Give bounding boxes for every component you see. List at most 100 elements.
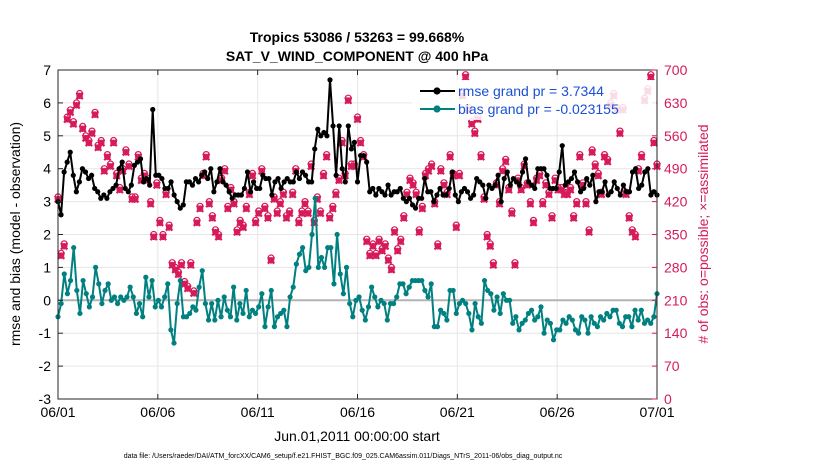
assimilated-obs-marker [375, 237, 384, 246]
bias-point [127, 284, 133, 290]
bias-point [507, 297, 513, 303]
rmse-point [605, 192, 611, 198]
rmse-point [107, 189, 113, 195]
assimilated-obs-marker [569, 214, 578, 223]
assimilated-obs-marker [575, 152, 584, 161]
rmse-point [137, 156, 144, 162]
rmse-point [590, 172, 596, 178]
left-y-tick-label: 6 [43, 95, 51, 111]
bias-point [296, 251, 303, 257]
bias-point [579, 314, 585, 320]
assimilated-obs-marker [196, 204, 205, 213]
bias-point [359, 307, 365, 313]
bias-point [441, 310, 447, 317]
rmse-point [293, 169, 299, 175]
assimilated-obs-marker [649, 138, 658, 147]
bias-point [246, 314, 252, 320]
assimilated-obs-marker [566, 185, 575, 194]
left-y-tick-label: -3 [39, 391, 52, 407]
bias-point [224, 307, 230, 313]
assimilated-obs-marker [381, 242, 390, 251]
bias-point [108, 297, 114, 303]
bias-point [566, 314, 572, 320]
rmse-point [89, 172, 95, 178]
assimilated-obs-marker [588, 148, 597, 157]
assimilated-obs-marker [409, 181, 418, 190]
assimilated-obs-marker [396, 237, 405, 246]
rmse-point [642, 169, 648, 175]
bias-point [481, 277, 488, 284]
bias-point [205, 317, 212, 323]
rmse-point [189, 182, 196, 188]
bias-point [165, 281, 171, 287]
rmse-point [477, 179, 483, 185]
bias-point [61, 271, 67, 277]
bias-point [403, 291, 409, 297]
rmse-point [64, 159, 70, 165]
assimilated-obs-marker [455, 171, 464, 180]
bias-point [572, 327, 579, 333]
rmse-point [290, 179, 296, 185]
rmse-point [150, 106, 156, 113]
assimilated-obs-marker [637, 152, 646, 161]
left-y-tick-label: 4 [43, 161, 51, 177]
bias-point [221, 294, 227, 300]
bias-point [459, 297, 466, 303]
assimilated-obs-marker [393, 246, 402, 255]
bias-point [290, 284, 296, 290]
assimilated-obs-marker [109, 138, 118, 147]
bias-point [227, 314, 234, 320]
chart-subtitle: SAT_V_WIND_COMPONENT @ 400 hPa [226, 48, 489, 64]
rmse-point [260, 172, 266, 178]
data-file-footer: data file: /Users/raeder/DAI/ATM_forcXX/… [124, 453, 563, 460]
bias-point [130, 294, 136, 300]
bias-point [557, 327, 563, 333]
rmse-point [639, 182, 645, 188]
assimilated-obs-marker [251, 218, 260, 227]
bias-point [183, 314, 190, 320]
rmse-point [486, 182, 492, 188]
bias-point [202, 300, 208, 307]
rmse-point [562, 182, 568, 188]
assimilated-obs-marker [208, 214, 217, 223]
rmse-point [195, 179, 202, 185]
left-y-tick-label: 5 [43, 128, 51, 144]
bias-point [466, 310, 472, 317]
bias-point [632, 307, 638, 313]
bias-point [71, 245, 77, 251]
assimilated-obs-marker [436, 167, 445, 176]
bias-point [328, 245, 334, 251]
bias-point [450, 287, 456, 294]
rmse-point [101, 192, 107, 198]
assimilated-obs-marker [183, 284, 192, 293]
bias-point [601, 317, 607, 323]
assimilated-obs-marker [152, 181, 161, 190]
rmse-point [602, 179, 608, 185]
assimilated-obs-marker [625, 214, 634, 223]
assimilated-obs-marker [316, 209, 325, 218]
bias-point [438, 307, 444, 313]
assimilated-obs-marker [267, 256, 276, 265]
assimilated-obs-marker [276, 199, 285, 208]
bias-point [560, 317, 566, 323]
rmse-point [315, 126, 321, 132]
bias-point [212, 317, 218, 323]
assimilated-obs-marker [205, 199, 214, 208]
rmse-point [648, 192, 654, 198]
assimilated-obs-marker [387, 265, 396, 274]
bias-point [629, 324, 635, 330]
bias-point [619, 324, 626, 330]
assimilated-obs-marker [390, 228, 399, 237]
assimilated-obs-marker [301, 199, 309, 208]
assimilated-obs-marker [483, 232, 492, 241]
rmse-point [269, 192, 275, 198]
rmse-point [373, 192, 379, 198]
bias-point [519, 320, 525, 326]
rmse-point [85, 175, 92, 182]
rmse-point [238, 192, 244, 198]
assimilated-obs-marker [242, 204, 251, 213]
assimilated-obs-marker [189, 289, 198, 298]
rmse-point [278, 185, 284, 192]
rmse-point [403, 199, 409, 205]
line-series [55, 77, 660, 346]
